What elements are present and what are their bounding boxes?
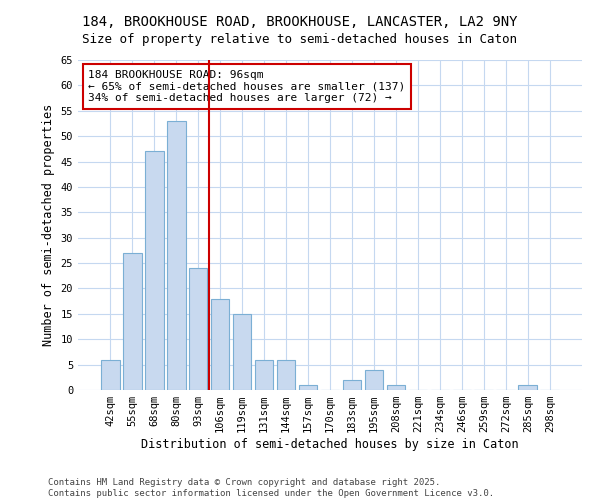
Text: Contains HM Land Registry data © Crown copyright and database right 2025.
Contai: Contains HM Land Registry data © Crown c… <box>48 478 494 498</box>
Y-axis label: Number of semi-detached properties: Number of semi-detached properties <box>42 104 55 346</box>
Bar <box>145 152 164 390</box>
Bar <box>343 380 361 390</box>
Bar <box>123 253 142 390</box>
Bar <box>211 298 229 390</box>
Text: Size of property relative to semi-detached houses in Caton: Size of property relative to semi-detach… <box>83 32 517 46</box>
Bar <box>233 314 251 390</box>
Bar <box>365 370 383 390</box>
Text: 184, BROOKHOUSE ROAD, BROOKHOUSE, LANCASTER, LA2 9NY: 184, BROOKHOUSE ROAD, BROOKHOUSE, LANCAS… <box>82 15 518 29</box>
Bar <box>386 385 405 390</box>
Bar <box>101 360 119 390</box>
Bar <box>518 385 537 390</box>
Bar <box>277 360 295 390</box>
X-axis label: Distribution of semi-detached houses by size in Caton: Distribution of semi-detached houses by … <box>141 438 519 451</box>
Text: 184 BROOKHOUSE ROAD: 96sqm
← 65% of semi-detached houses are smaller (137)
34% o: 184 BROOKHOUSE ROAD: 96sqm ← 65% of semi… <box>88 70 406 103</box>
Bar <box>255 360 274 390</box>
Bar <box>189 268 208 390</box>
Bar <box>299 385 317 390</box>
Bar <box>167 121 185 390</box>
